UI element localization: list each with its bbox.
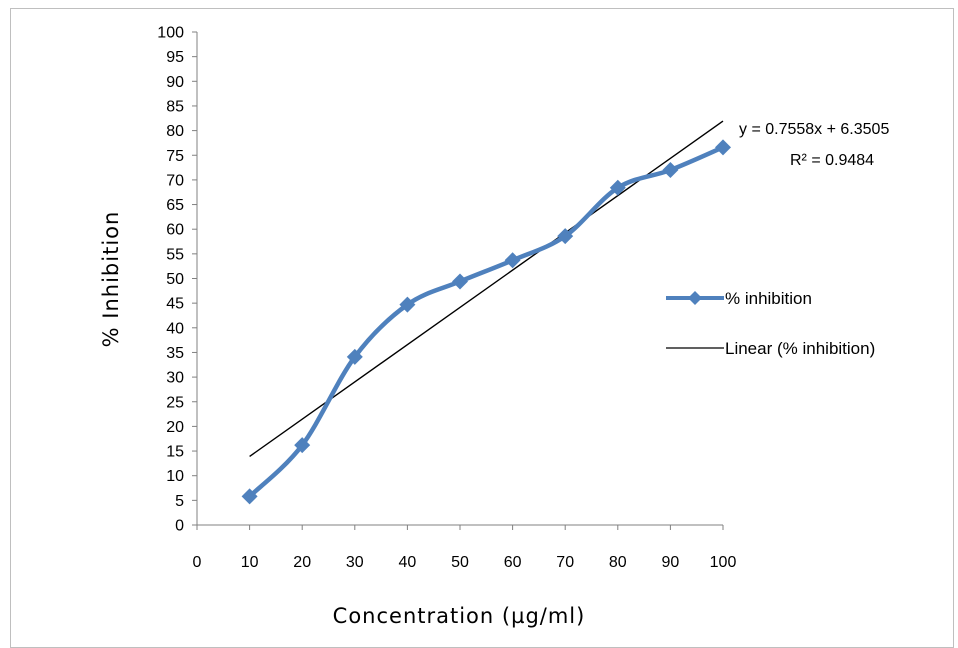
- x-tick-label: 90: [662, 554, 680, 571]
- y-tick-label: 95: [166, 49, 184, 66]
- x-tick-labels: 0 10 20 30 40 50 60 70 80 90 100: [193, 525, 737, 571]
- data-point-marker: [715, 139, 731, 156]
- y-tick-label: 30: [166, 370, 184, 387]
- x-axis-title: Concentration (µg/ml): [333, 604, 586, 628]
- y-tick-label: 70: [166, 172, 184, 189]
- x-tick-label: 70: [556, 554, 574, 571]
- x-tick-label: 0: [193, 554, 202, 571]
- y-tick-label: 100: [157, 25, 184, 42]
- data-point-marker: [294, 437, 311, 454]
- legend-trendline-label: Linear (% inhibition): [725, 339, 875, 358]
- y-tick-label: 10: [166, 468, 184, 485]
- series-line: [248, 145, 724, 499]
- x-tick-label: 30: [346, 554, 364, 571]
- y-tick-label: 35: [166, 345, 184, 362]
- data-point-marker: [452, 273, 468, 290]
- y-tick-label: 45: [166, 296, 184, 313]
- markers-group: [241, 139, 731, 505]
- data-point-marker: [662, 162, 679, 179]
- line-chart: 0 5 10 15 20 25 30 35 40 45 50 55 60 65 70 75 80 85 90 95 10…: [99, 25, 889, 629]
- y-tick-label: 60: [166, 222, 184, 239]
- y-tick-label: 25: [166, 394, 184, 411]
- data-point-marker: [504, 252, 521, 269]
- y-tick-label: 15: [166, 444, 184, 461]
- y-tick-label: 80: [166, 123, 184, 140]
- x-tick-label: 100: [710, 554, 737, 571]
- x-tick-label: 60: [504, 554, 522, 571]
- y-tick-label: 75: [166, 148, 184, 165]
- data-point-marker: [399, 296, 416, 313]
- x-tick-label: 20: [293, 554, 311, 571]
- legend-series-swatch-marker: [688, 291, 702, 305]
- y-tick-label: 55: [166, 246, 184, 263]
- y-tick-labels: 0 5 10 15 20 25 30 35 40 45 50 55 60 65 70 75 80 85 90 95 10…: [157, 25, 197, 535]
- y-tick-label: 40: [166, 320, 184, 337]
- x-tick-label: 80: [609, 554, 627, 571]
- y-tick-label: 85: [166, 98, 184, 115]
- legend: % inhibition Linear (% inhibition): [666, 289, 875, 358]
- data-point-marker: [241, 488, 258, 505]
- trendline-equation: y = 0.7558x + 6.3505: [739, 121, 889, 138]
- data-point-marker: [609, 179, 626, 196]
- y-tick-label: 20: [166, 419, 184, 436]
- x-tick-label: 10: [241, 554, 259, 571]
- y-axis-title: % Inhibition: [99, 211, 123, 348]
- y-tick-label: 50: [166, 271, 184, 288]
- x-tick-label: 50: [451, 554, 469, 571]
- y-tick-label: 65: [166, 197, 184, 214]
- data-point-marker: [346, 348, 363, 365]
- trendline-group: [249, 120, 724, 458]
- y-tick-label: 5: [175, 493, 184, 510]
- legend-series-label: % inhibition: [725, 289, 812, 308]
- r-squared-label: R² = 0.9484: [790, 152, 874, 169]
- trendline: [249, 120, 724, 458]
- series-group: [248, 145, 724, 499]
- data-point-marker: [557, 228, 574, 245]
- y-tick-label: 90: [166, 74, 184, 91]
- x-tick-label: 40: [399, 554, 417, 571]
- y-tick-label: 0: [175, 518, 184, 535]
